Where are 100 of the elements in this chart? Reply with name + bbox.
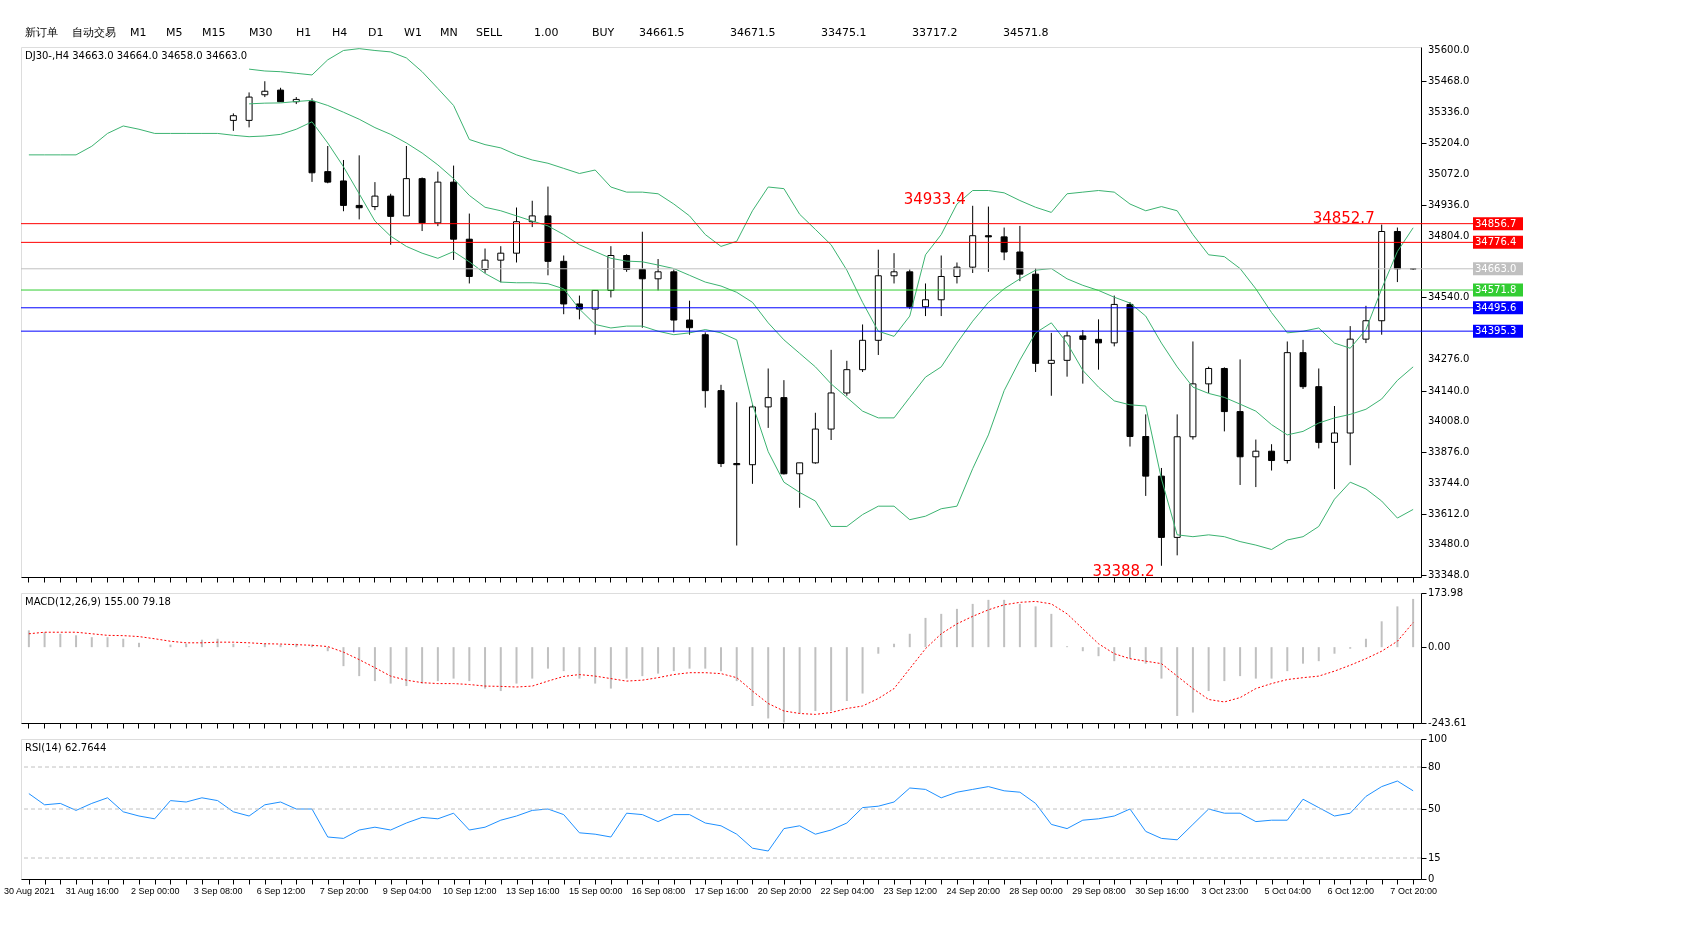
annotation: 34852.7 <box>1312 208 1375 227</box>
bar <box>861 647 864 694</box>
x-tick-label: 7 Sep 20:00 <box>319 885 369 896</box>
y-tick-label: 35204.0 <box>1428 136 1470 148</box>
candlestick <box>387 193 395 246</box>
bar <box>373 647 376 682</box>
bar <box>43 632 46 648</box>
bar <box>751 647 754 706</box>
bar <box>1144 647 1147 664</box>
y-tick-label: 34276.0 <box>1428 352 1470 364</box>
bar <box>1286 647 1289 672</box>
annotation: 33388.2 <box>1092 561 1155 580</box>
y-tick-label: 0.00 <box>1428 641 1451 653</box>
bar <box>75 635 78 648</box>
text: MN <box>440 26 458 39</box>
y-tick-label: 34804.0 <box>1428 229 1470 241</box>
candlestick <box>890 252 898 284</box>
candlestick <box>1330 405 1338 490</box>
bar <box>1207 647 1210 692</box>
ref-line-label: 34776.4 <box>1475 236 1517 248</box>
x-tick-label: 22 Sep 04:00 <box>820 885 875 896</box>
x-tick-label: 3 Sep 08:00 <box>193 885 243 896</box>
bar <box>845 647 848 702</box>
text: H4 <box>332 26 348 39</box>
bar <box>609 647 612 689</box>
candlestick <box>733 401 741 547</box>
bar <box>641 647 644 677</box>
bar <box>672 647 675 672</box>
candlestick <box>481 248 489 274</box>
candlestick <box>1079 329 1087 385</box>
candlestick <box>1016 225 1024 282</box>
bar <box>484 647 487 689</box>
bar <box>955 608 958 648</box>
x-tick-label: 20 Sep 20:00 <box>757 885 812 896</box>
text: 33717.2 <box>912 26 958 39</box>
x-tick-label: 10 Sep 12:00 <box>443 885 497 896</box>
bar <box>1018 603 1021 648</box>
ref-line-label: 34495.6 <box>1475 301 1517 313</box>
bar <box>1003 599 1006 648</box>
x-tick-label: 13 Sep 16:00 <box>505 885 560 896</box>
bar <box>704 647 707 669</box>
y-tick-label: 34936.0 <box>1428 199 1470 211</box>
candlestick <box>686 300 694 336</box>
text: M5 <box>166 26 183 39</box>
text: W1 <box>404 26 422 39</box>
candlestick <box>1047 332 1055 397</box>
bar <box>735 647 738 682</box>
bar <box>90 637 93 648</box>
y-tick-label: -243.61 <box>1428 717 1467 728</box>
x-tick-label: 7 Oct 20:00 <box>1390 885 1437 896</box>
x-tick-label: 31 Aug 16:00 <box>65 885 119 896</box>
bar <box>782 647 785 723</box>
chart-title: RSI(14) 62.7644 <box>25 742 107 753</box>
candlestick <box>654 258 662 291</box>
bar <box>358 647 361 677</box>
x-tick-label: 2 Sep 00:00 <box>130 885 180 896</box>
bar <box>1050 613 1053 648</box>
y-tick-label: 173.98 <box>1428 587 1463 598</box>
bar <box>1270 647 1273 679</box>
bar <box>578 647 581 679</box>
bar <box>59 633 62 648</box>
x-tick-label: 16 Sep 08:00 <box>631 885 686 896</box>
x-tick-label: 30 Sep 16:00 <box>1135 885 1189 896</box>
bar <box>452 647 455 679</box>
bar <box>1239 647 1242 677</box>
text: BUY <box>592 26 615 39</box>
bar <box>688 647 691 669</box>
y-tick-label: 33744.0 <box>1428 476 1470 488</box>
y-tick-label: 35072.0 <box>1428 167 1470 179</box>
bar <box>830 647 833 711</box>
bar <box>342 647 345 667</box>
chart-title: MACD(12,26,9) 155.00 79.18 <box>25 596 171 607</box>
text: M15 <box>202 26 226 39</box>
text: 34571.8 <box>1003 26 1049 39</box>
bar <box>987 599 990 648</box>
candlestick <box>324 145 332 184</box>
bar <box>908 633 911 648</box>
y-tick-label: 100 <box>1428 733 1448 744</box>
candlestick <box>245 91 253 128</box>
bar <box>515 647 518 684</box>
bar <box>1160 647 1163 679</box>
candlestick <box>1000 227 1008 261</box>
y-tick-label: 35600.0 <box>1428 44 1470 56</box>
x-tick-label: 5 Oct 04:00 <box>1264 885 1312 896</box>
bar <box>1176 647 1179 716</box>
x-tick-label: 30 Aug 2021 <box>4 885 55 896</box>
bar <box>798 647 801 714</box>
text: 33475.1 <box>821 26 867 39</box>
ref-line-label: 34663.0 <box>1475 262 1517 274</box>
y-tick-label: 33348.0 <box>1428 569 1470 581</box>
bar <box>1223 647 1226 682</box>
x-tick-label: 6 Sep 12:00 <box>256 885 306 896</box>
bar <box>1412 598 1415 648</box>
candlestick <box>591 289 599 336</box>
bar <box>1128 647 1131 659</box>
bar <box>924 617 927 648</box>
y-tick-label: 33480.0 <box>1428 538 1470 550</box>
x-tick-label: 3 Oct 23:00 <box>1201 885 1249 896</box>
candlestick <box>371 181 379 211</box>
candlestick <box>921 282 929 317</box>
